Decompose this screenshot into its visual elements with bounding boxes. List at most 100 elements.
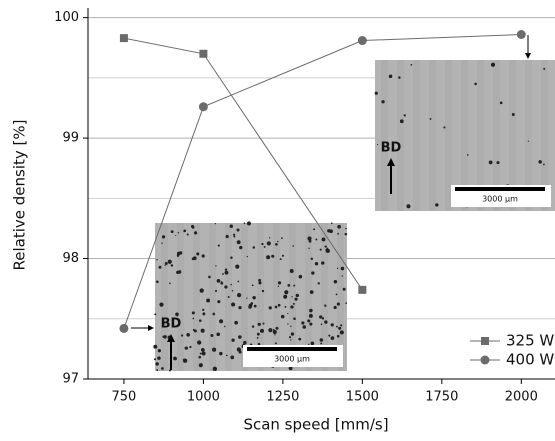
pore xyxy=(246,297,248,299)
marker xyxy=(358,285,367,294)
pore xyxy=(198,355,202,359)
scale-bar xyxy=(455,187,545,191)
pore xyxy=(230,355,235,360)
pore xyxy=(291,296,293,298)
inset-stripe xyxy=(241,223,248,371)
pore xyxy=(336,267,339,270)
pore xyxy=(258,281,262,285)
pore xyxy=(156,369,159,371)
marker xyxy=(481,337,489,345)
arrow-head xyxy=(167,334,175,342)
insets: 3000 µm BD 3000 µm BD xyxy=(88,17,555,380)
pore xyxy=(250,302,254,305)
y-tick-label: 99 xyxy=(62,131,79,146)
pore xyxy=(410,64,413,66)
build-direction-label: BD xyxy=(161,317,182,332)
pore xyxy=(219,351,223,356)
inset-stripe xyxy=(509,60,516,211)
pore xyxy=(233,233,236,236)
pore xyxy=(191,257,195,261)
pore xyxy=(329,229,333,234)
pore xyxy=(333,305,337,310)
pore xyxy=(189,345,192,349)
pore xyxy=(272,329,277,334)
pore xyxy=(280,314,285,319)
pore xyxy=(496,161,500,165)
pore xyxy=(177,251,180,255)
pore xyxy=(224,270,229,275)
pore xyxy=(319,338,324,342)
pore xyxy=(274,305,278,309)
pore xyxy=(161,242,163,244)
scale-bar xyxy=(247,347,337,351)
pore xyxy=(239,245,243,250)
inset: 3000 µm BD xyxy=(374,60,555,211)
pore xyxy=(169,282,171,285)
pore xyxy=(243,340,247,345)
pore xyxy=(290,339,292,341)
pore xyxy=(224,268,228,271)
x-tick-label: 750 xyxy=(112,390,137,405)
pore xyxy=(337,224,341,229)
marker xyxy=(480,355,490,365)
legend-label: 400 W xyxy=(506,351,554,369)
pore xyxy=(251,325,255,328)
pore xyxy=(252,296,256,300)
pore xyxy=(212,347,217,352)
x-axis-title: Scan speed [mm/s] xyxy=(243,416,388,434)
pore xyxy=(156,259,158,261)
pore xyxy=(162,335,165,338)
pore xyxy=(474,82,477,86)
pore xyxy=(314,262,319,266)
pore xyxy=(214,289,218,293)
pore xyxy=(181,334,184,337)
pore xyxy=(223,325,226,328)
pore xyxy=(310,341,315,346)
pore xyxy=(272,328,275,331)
marker xyxy=(516,30,526,39)
pore xyxy=(319,315,323,319)
pore xyxy=(220,281,224,285)
pore xyxy=(196,252,200,256)
inset-stripe xyxy=(257,223,264,371)
pore xyxy=(252,246,256,249)
pore xyxy=(511,113,515,116)
pore xyxy=(309,322,313,326)
pore xyxy=(237,280,240,283)
pore xyxy=(269,237,271,239)
pore xyxy=(331,222,333,225)
inset-stripe xyxy=(337,223,344,371)
pore xyxy=(337,232,340,235)
pore xyxy=(200,328,205,333)
marker xyxy=(119,323,129,333)
pore xyxy=(198,363,203,368)
build-direction-label: BD xyxy=(381,141,402,156)
pore xyxy=(275,243,278,246)
pore xyxy=(262,322,265,325)
pore xyxy=(277,281,282,285)
pore xyxy=(222,273,224,275)
pore xyxy=(538,160,542,164)
pointer-head xyxy=(525,53,531,59)
pore xyxy=(340,324,343,327)
pore xyxy=(215,265,217,267)
pore xyxy=(377,143,379,146)
pore xyxy=(328,334,331,337)
pore xyxy=(218,319,224,324)
pore xyxy=(320,342,323,345)
pore xyxy=(336,334,340,338)
pore xyxy=(274,334,276,336)
pore xyxy=(157,356,161,360)
pore xyxy=(336,302,340,306)
pore xyxy=(406,204,411,209)
inset-stripe xyxy=(429,60,436,211)
pore xyxy=(292,302,295,305)
pore xyxy=(287,283,291,287)
pore xyxy=(192,317,195,320)
pore xyxy=(268,328,273,333)
inset-stripe xyxy=(525,60,532,211)
pore xyxy=(177,232,180,234)
inset-stripe xyxy=(413,60,420,211)
pore xyxy=(319,248,322,251)
pore xyxy=(403,114,406,117)
